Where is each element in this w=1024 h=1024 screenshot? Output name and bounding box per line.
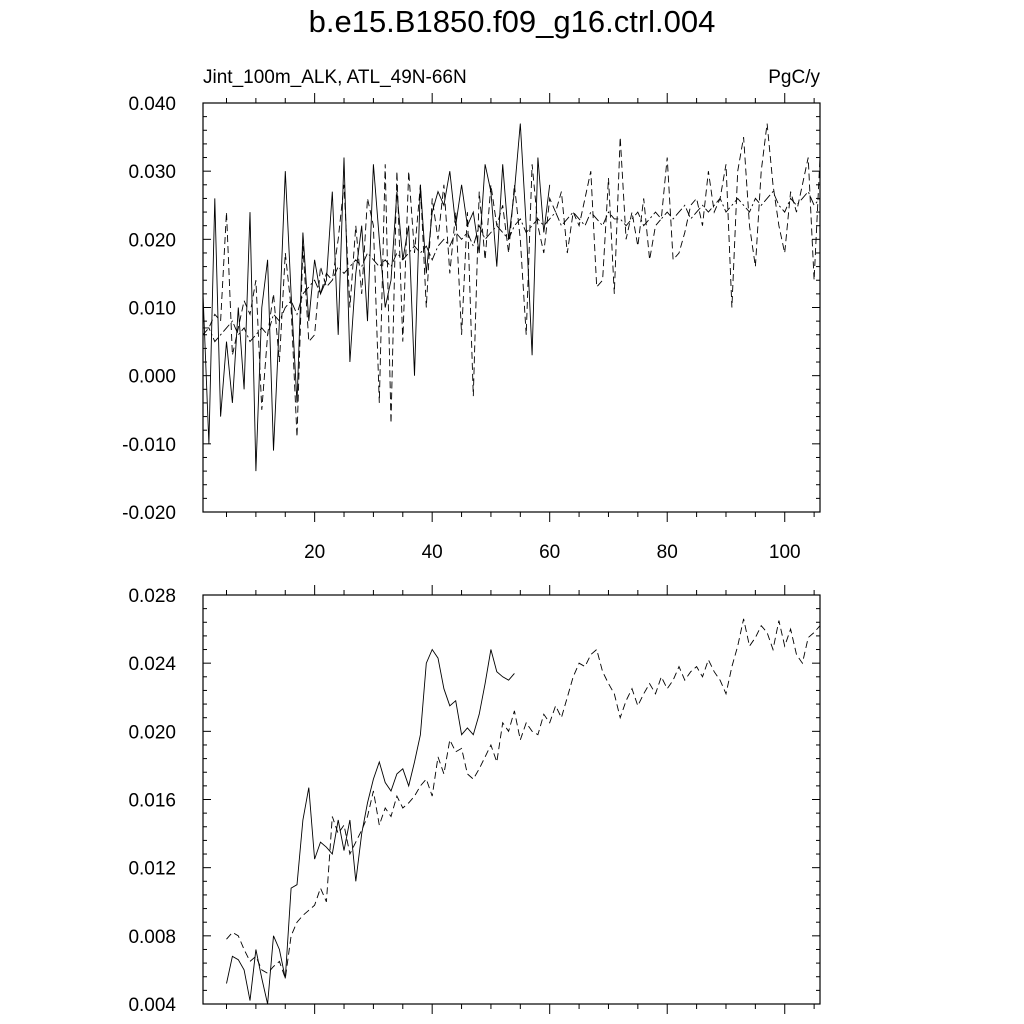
top-x-tick-label: 100 [769,542,801,563]
bottom-plot-frame [202,594,821,1005]
top-y-tick-label: -0.020 [122,503,176,524]
top-x-tick-label: 80 [657,542,678,563]
bottom-y-tick-label: 0.004 [128,995,176,1016]
top-x-tick-label: 20 [304,542,325,563]
top-left-label: Jint_100m_ALK, ATL_49N-66N [203,67,467,88]
top-y-tick-label: 0.040 [128,94,176,115]
top-y-tick-label: -0.010 [122,435,176,456]
top-x-tick-label: 60 [539,542,560,563]
bottom-y-tick-label: 0.024 [128,654,176,675]
top-x-tick-label: 40 [422,542,443,563]
bottom-series-solid-line [226,648,515,1004]
bottom-panel: 0.004 0.008 0.012 0.016 0.020 0.024 0.028 [128,585,821,1016]
top-right-label: PgC/y [768,67,820,88]
bottom-y-tick-label: 0.020 [128,722,176,743]
top-y-tick-label: 0.020 [128,230,176,251]
top-series-solid-line [203,123,551,472]
top-y-tick-label: 0.030 [128,162,176,183]
top-series-dashdot-line [203,190,820,343]
top-plot-frame [202,102,821,513]
top-y-tick-label: 0.010 [128,299,176,320]
bottom-y-tick-label: 0.028 [128,586,176,607]
chart-title: b.e15.B1850.f09_g16.ctrl.004 [308,4,716,39]
bottom-y-tick-label: 0.016 [128,791,176,812]
bottom-series-dashed-line [226,618,820,979]
top-y-tick-label: 0.000 [128,367,176,388]
bottom-y-tick-label: 0.008 [128,927,176,948]
bottom-y-tick-label: 0.012 [128,859,176,880]
top-panel: Jint_100m_ALK, ATL_49N-66N PgC/y -0.020 -… [122,67,821,563]
top-series-dashed-line [203,123,820,438]
